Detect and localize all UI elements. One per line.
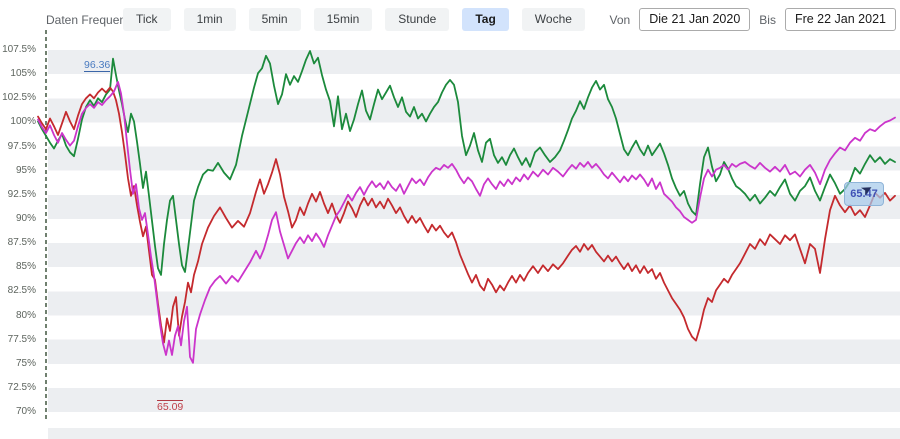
y-axis-tick: 105% bbox=[10, 68, 36, 79]
annotation-high-value: 96.36 bbox=[84, 59, 111, 72]
toolbar: Daten Frequenz Tick 1min 5min 15min Stun… bbox=[0, 0, 900, 40]
y-axis-tick: 87.5% bbox=[7, 237, 36, 248]
y-axis-tick: 90% bbox=[15, 213, 36, 224]
frequency-button-group: Tick 1min 5min 15min Stunde Tag Woche bbox=[123, 8, 585, 31]
y-axis-tick: 95% bbox=[15, 165, 36, 176]
y-axis-tick: 92.5% bbox=[7, 189, 36, 200]
y-axis-tick: 75% bbox=[15, 358, 36, 369]
y-axis-tick: 85% bbox=[15, 261, 36, 272]
frequency-label: Daten Frequenz bbox=[46, 13, 133, 27]
frequency-button-1min[interactable]: 1min bbox=[183, 8, 236, 31]
y-axis-tick: 72.5% bbox=[7, 382, 36, 393]
to-label: Bis bbox=[759, 12, 776, 27]
y-axis-tick: 107.5% bbox=[2, 44, 36, 55]
frequency-button-stunde[interactable]: Stunde bbox=[385, 8, 450, 31]
magenta-instrument-line bbox=[37, 81, 896, 364]
green-instrument-line bbox=[37, 50, 896, 276]
frequency-button-woche[interactable]: Woche bbox=[521, 8, 585, 31]
y-axis-tick: 100% bbox=[10, 116, 36, 127]
cursor-value-badge: 65.47 bbox=[844, 182, 884, 206]
from-date-input[interactable]: Die 21 Jan 2020 bbox=[639, 8, 751, 31]
y-axis-tick: 97.5% bbox=[7, 141, 36, 152]
frequency-button-5min[interactable]: 5min bbox=[248, 8, 301, 31]
frequency-button-tick[interactable]: Tick bbox=[123, 8, 171, 31]
frequency-button-tag[interactable]: Tag bbox=[462, 8, 509, 31]
y-axis-tick: 82.5% bbox=[7, 285, 36, 296]
y-axis-tick: 70% bbox=[15, 406, 36, 417]
to-date-input[interactable]: Fre 22 Jan 2021 bbox=[784, 8, 896, 31]
y-axis-tick: 77.5% bbox=[7, 334, 36, 345]
date-range-controls: Von Die 21 Jan 2020 Bis Fre 22 Jan 2021 bbox=[610, 8, 896, 31]
bottom-band bbox=[48, 428, 900, 439]
frequency-button-15min[interactable]: 15min bbox=[313, 8, 373, 31]
red-instrument-line bbox=[37, 86, 896, 344]
y-axis-tick: 102.5% bbox=[2, 92, 36, 103]
annotation-low-value: 65.09 bbox=[157, 400, 184, 413]
from-label: Von bbox=[609, 12, 631, 27]
range-start-marker-line bbox=[45, 30, 47, 422]
y-axis-tick: 80% bbox=[15, 310, 36, 321]
